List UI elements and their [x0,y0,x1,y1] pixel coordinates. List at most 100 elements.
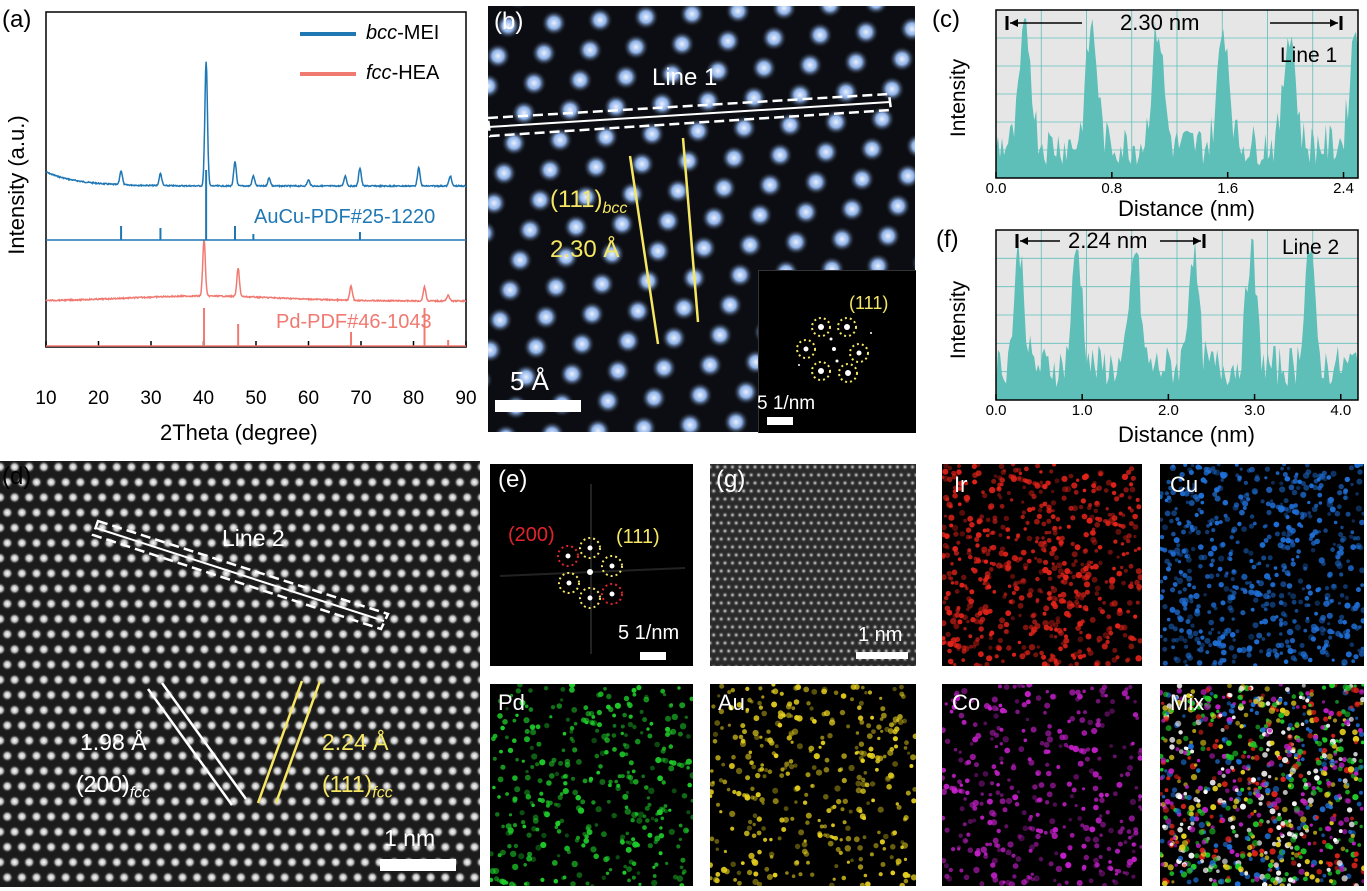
fcc-200-plane-line-1 [146,688,234,806]
line-2-profile-label: Line 2 [1282,236,1340,259]
line-1-intensity-profile [995,9,1359,179]
scale-bar-b [495,400,581,412]
profile-x-tick-label: 0.0 [985,402,1007,419]
mix-map-dots [1160,684,1364,886]
fft-e-red-plane-label: (200) [508,524,555,546]
profile-f-x-label: Distance (nm) [1118,422,1255,447]
fft-b-scale-label: 5 1/nm [757,393,816,414]
profile-x-tick-label: 0.0 [985,180,1007,197]
legend-fcc-label: fcc-HEA [366,62,440,84]
stem-lattice-g [710,464,916,666]
xrd-y-axis-label: Intensity (a.u.) [4,115,29,255]
fcc-200-spacing-label: 1.98 Å [80,729,147,755]
panel-e-fft: (e) (200) (111) 5 1/nm [490,464,693,666]
cu-map-label: Cu [1170,472,1199,497]
co-map-dots [942,684,1142,886]
fcc-lattice-image [0,461,480,884]
panel-d-label: (d) [2,463,32,490]
scale-label-g: 1 nm [858,624,903,646]
xrd-x-tick-label: 90 [455,388,477,409]
panel-a-xrd: (a) bcc-MEI fcc-HEA AuCu-PDF#25-1220 Pd-… [0,0,480,450]
fft-b-plane-label: (111) [849,293,889,313]
line-1-profile-label: Line 1 [1280,44,1338,67]
line-1-label: Line 1 [652,64,718,91]
xrd-x-tick-label: 70 [350,388,372,409]
profile-x-tick-label: 3.0 [1244,402,1265,419]
eds-map-pd: Pd [490,684,693,886]
legend-bcc-label: bcc-MEI [366,22,440,44]
pd-map-dots [490,684,693,886]
scale-label-b: 5 Å [510,366,550,396]
xrd-x-tick-label: 80 [402,388,425,409]
eds-map-cu: Cu [1160,464,1364,666]
au-map-label: Au [718,690,745,715]
line-2-intensity-profile [995,229,1359,401]
bcc-xrd-curve [45,61,467,189]
fft-pattern-b [767,317,872,425]
xrd-x-tick-label: 30 [140,388,162,409]
xrd-x-tick-label: 40 [192,388,215,409]
mix-map-label: Mix [1170,690,1205,715]
panel-a-label: (a) [2,6,32,33]
panel-b-hrtem: (b) Line 1 (111)bcc 2.30 Å 5 Å (111) 5 1… [488,6,916,433]
pd-reference-sticks [203,308,450,346]
fft-e-yellow-plane-label: (111) [616,526,660,548]
ir-map-label: Ir [954,472,968,497]
bcc-plane-line-2 [681,137,700,323]
au-map-dots [710,684,916,886]
profile-c-y-label: Intensity [947,58,970,138]
panel-f-label: (f) [936,226,959,253]
xrd-x-axis-label: 2Theta (degree) [160,420,318,445]
xrd-x-tick-label: 50 [245,388,267,409]
panel-c-profile: (c) 2.30 nm Line 1 Intensity Distance (n… [920,0,1367,225]
profile-x-tick-label: 2.4 [1333,180,1354,197]
bcc-plane-line-1 [628,155,660,345]
bcc-plane-label: (111)bcc [550,186,628,217]
panel-f-profile: (f) 2.24 nm Line 2 Intensity Distance (n… [920,222,1367,452]
ir-map-dots [942,464,1142,666]
profile-c-x-label: Distance (nm) [1118,196,1255,221]
panel-b-label: (b) [494,8,524,35]
fft-inset-b: (111) 5 1/nm [757,270,916,433]
scale-bar-d [380,859,456,871]
profile-x-tick-label: 4.0 [1330,402,1352,419]
fcc-111-spacing-label: 2.24 Å [322,729,389,755]
fcc-111-plane-label: (111)fcc [322,771,393,802]
profile-x-tick-label: 1.0 [1071,402,1093,419]
aucu-ref-label: AuCu-PDF#25-1220 [254,206,436,228]
xrd-x-tick-label: 10 [35,388,57,409]
panel-c-label: (c) [932,6,960,33]
distance-label-c: 2.30 nm [1120,10,1200,35]
scale-label-d: 1 nm [384,825,436,851]
distance-label-f: 2.24 nm [1068,228,1148,253]
cu-map-dots [1160,464,1364,666]
fcc-111-plane-line-2 [274,680,322,804]
fcc-200-plane-line-2 [160,682,248,800]
fcc-200-plane-label: (200)fcc [76,771,151,802]
aucu-reference-sticks [120,170,361,240]
fcc-xrd-curve [45,239,467,303]
eds-map-au: Au [710,684,916,886]
xrd-x-tick-label: 20 [87,388,110,409]
panel-d-haadf: (d) Line 2 1.98 Å (200)fcc 2.24 Å (111)f… [0,461,480,887]
panel-g-stem: (g) 1 nm [710,464,916,666]
fft-pattern-e [499,484,686,660]
profile-x-tick-label: 1.6 [1217,180,1239,197]
line-2-label: Line 2 [222,525,285,551]
eds-map-ir: Ir [942,464,1142,666]
xrd-plot [45,11,467,348]
profile-area-f [996,238,1358,400]
pd-map-label: Pd [498,690,525,715]
profile-area-c [996,18,1358,179]
xrd-x-tick-label: 60 [297,388,320,409]
profile-x-tick-label: 2.0 [1157,402,1179,419]
profile-x-tick-label: 0.8 [1101,180,1123,197]
co-map-label: Co [952,690,981,715]
fcc-111-plane-line-1 [256,680,304,804]
profile-f-y-label: Intensity [947,280,970,360]
line-2-box [91,519,390,631]
line-1-box [488,92,893,138]
bcc-lattice-image [488,6,915,432]
fft-e-scale-label: 5 1/nm [618,622,680,644]
panel-g-label: (g) [716,466,746,493]
